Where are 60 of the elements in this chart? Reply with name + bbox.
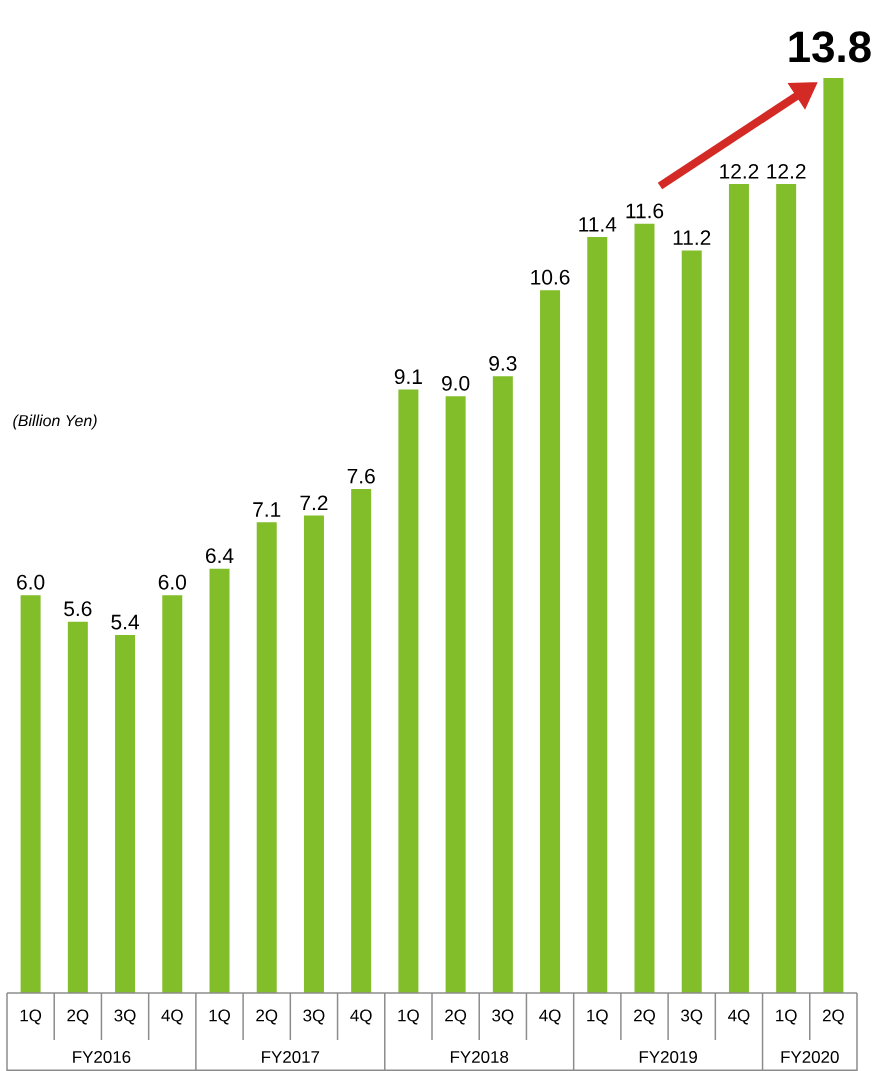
x-tick-label: 1Q bbox=[398, 1009, 419, 1025]
x-tick-label: 2Q bbox=[256, 1009, 278, 1025]
data-label: 9.1 bbox=[394, 369, 422, 385]
data-label: 9.3 bbox=[489, 356, 517, 371]
bar bbox=[67, 621, 88, 993]
data-label: 11.6 bbox=[626, 203, 664, 219]
bar bbox=[776, 184, 797, 993]
x-tick-label: 1Q bbox=[20, 1009, 42, 1025]
x-tick-label: 4Q bbox=[350, 1009, 372, 1025]
x-tick-label: 1Q bbox=[209, 1009, 230, 1025]
bar bbox=[540, 290, 561, 993]
bar bbox=[587, 237, 608, 993]
data-label: 5.4 bbox=[111, 614, 139, 630]
bar bbox=[162, 595, 183, 993]
x-tick-label: 2Q bbox=[634, 1009, 655, 1025]
data-label: 7.1 bbox=[253, 502, 281, 517]
data-label: 7.6 bbox=[347, 468, 375, 484]
data-label: 6.0 bbox=[158, 574, 186, 590]
data-label: 11.2 bbox=[673, 230, 711, 245]
bar bbox=[303, 515, 324, 993]
x-tick-label: 2Q bbox=[67, 1009, 89, 1025]
data-label: 6.0 bbox=[17, 574, 45, 590]
data-label: 11.4 bbox=[579, 217, 617, 232]
data-label: 5.6 bbox=[64, 601, 92, 617]
y-axis-title: (Billion Yen) bbox=[13, 414, 97, 430]
x-tick-label: 2Q bbox=[445, 1009, 467, 1025]
data-label: 6.4 bbox=[206, 548, 234, 564]
x-tick-label: 3Q bbox=[492, 1009, 514, 1025]
bar bbox=[445, 396, 466, 993]
x-tick-label: 4Q bbox=[728, 1009, 750, 1025]
x-tick-label: 1Q bbox=[587, 1009, 608, 1025]
bar bbox=[20, 595, 41, 993]
x-tick-label: 3Q bbox=[303, 1009, 325, 1025]
data-label: 9.0 bbox=[442, 375, 470, 391]
text: FY2020 bbox=[781, 1050, 839, 1063]
x-tick-label: 3Q bbox=[114, 1009, 136, 1025]
data-label: 13.8 bbox=[789, 31, 871, 63]
data-label: 12.2 bbox=[767, 163, 806, 179]
bar bbox=[823, 77, 844, 993]
x-tick-label: 2Q bbox=[822, 1009, 844, 1025]
data-label: 10.6 bbox=[531, 269, 570, 285]
text: FY2018 bbox=[450, 1050, 509, 1063]
bar bbox=[728, 184, 749, 993]
bar bbox=[634, 223, 655, 993]
x-tick-label: 4Q bbox=[161, 1009, 183, 1025]
x-tick-label: 1Q bbox=[776, 1009, 797, 1025]
text: FY2016 bbox=[73, 1050, 131, 1063]
bar bbox=[209, 568, 230, 993]
x-tick-label: 3Q bbox=[681, 1009, 703, 1025]
bar bbox=[256, 522, 277, 993]
bar bbox=[681, 250, 702, 993]
bar bbox=[398, 389, 419, 993]
x-tick-label: 4Q bbox=[539, 1009, 561, 1025]
data-label: 12.2 bbox=[720, 163, 759, 179]
bar bbox=[115, 634, 136, 993]
bar bbox=[492, 376, 513, 993]
text: FY2017 bbox=[262, 1050, 320, 1063]
text: FY2019 bbox=[639, 1050, 697, 1063]
bar bbox=[351, 489, 372, 993]
data-label: 7.2 bbox=[300, 495, 328, 511]
